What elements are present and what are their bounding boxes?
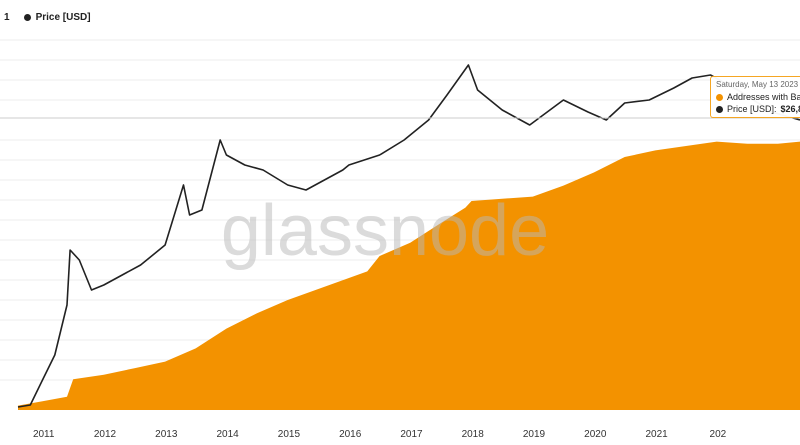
legend-item-price[interactable]: Price [USD] [23, 11, 91, 23]
tooltip-label-addresses: Addresses with Bal [727, 92, 800, 102]
tooltip-row-addresses: Addresses with Bal [716, 91, 800, 103]
x-tick-label-2012: 2012 [94, 429, 117, 440]
tooltip-dot-price [716, 105, 723, 113]
tooltip-date: Saturday, May 13 2023 UT [716, 80, 800, 89]
x-tick-label-2019: 2019 [523, 429, 546, 440]
tooltip-row-price: Price [USD]: $26,8 [716, 103, 800, 115]
x-tick-label-2018: 2018 [462, 429, 485, 440]
tooltip-value-price: $26,8 [780, 104, 800, 114]
x-tick-label-2017: 2017 [400, 429, 423, 440]
x-tick-label-2016: 2016 [339, 429, 362, 440]
legend: 1 Price [USD] [4, 9, 91, 25]
watermark: glassnode [221, 191, 549, 271]
x-tick-label-2014: 2014 [216, 429, 239, 440]
area-series-layer [18, 141, 800, 410]
area-series-addresses [18, 141, 800, 410]
legend-item-truncated: 1 [4, 11, 10, 23]
legend-label-price: Price [USD] [35, 11, 91, 23]
price-line [17, 64, 800, 408]
x-tick-label-2015: 2015 [278, 429, 301, 440]
x-tick-label-2011: 2011 [33, 429, 55, 440]
x-tick-label-2020: 2020 [584, 429, 607, 440]
x-tick-label-202: 202 [710, 429, 727, 440]
tooltip: Saturday, May 13 2023 UT Addresses with … [710, 76, 800, 118]
legend-dot-price [23, 13, 31, 21]
x-axis: 2011 2012 2013 2014 2015 2016 2017 2018 2019 2020… [33, 429, 727, 440]
x-tick-label-2021: 2021 [645, 429, 668, 440]
tooltip-dot-addresses [716, 93, 723, 101]
price-series-layer [17, 64, 800, 408]
x-tick-label-2013: 2013 [155, 429, 178, 440]
tooltip-label-price: Price [USD]: [727, 104, 777, 114]
